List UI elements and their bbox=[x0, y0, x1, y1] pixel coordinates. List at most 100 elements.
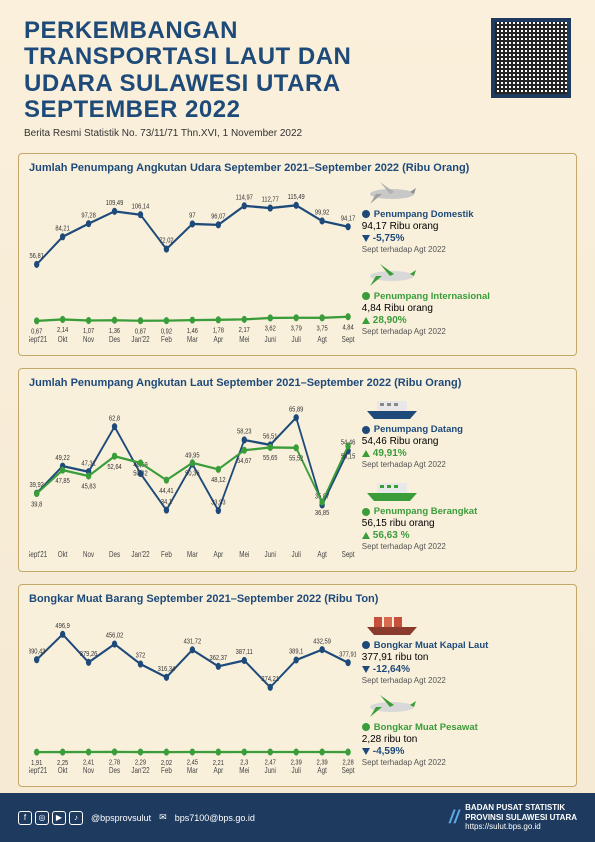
svg-text:97: 97 bbox=[189, 212, 196, 220]
svg-text:456,02: 456,02 bbox=[106, 632, 124, 640]
svg-text:47,85: 47,85 bbox=[55, 477, 70, 485]
svg-text:3,79: 3,79 bbox=[291, 324, 302, 332]
svg-text:0,92: 0,92 bbox=[161, 327, 172, 335]
svg-text:Juni: Juni bbox=[265, 334, 277, 344]
svg-text:Mei: Mei bbox=[239, 334, 249, 344]
svg-text:55,65: 55,65 bbox=[263, 455, 278, 463]
ship-green-icon bbox=[362, 475, 422, 503]
svg-text:4,84: 4,84 bbox=[342, 323, 353, 331]
svg-text:45,83: 45,83 bbox=[81, 483, 96, 491]
svg-text:106,14: 106,14 bbox=[132, 202, 150, 210]
svg-text:Okt: Okt bbox=[58, 334, 68, 344]
svg-text:2,21: 2,21 bbox=[213, 759, 224, 767]
svg-text:1,07: 1,07 bbox=[83, 327, 94, 335]
svg-text:Mei: Mei bbox=[239, 549, 249, 559]
svg-text:52,64: 52,64 bbox=[107, 463, 122, 471]
svg-text:432,59: 432,59 bbox=[313, 637, 331, 645]
svg-text:Mar: Mar bbox=[187, 334, 198, 344]
svg-text:96,07: 96,07 bbox=[211, 212, 226, 220]
airplane-gray-icon bbox=[362, 178, 422, 206]
panel-air-title: Jumlah Penumpang Angkutan Udara Septembe… bbox=[29, 162, 566, 174]
svg-text:2,14: 2,14 bbox=[57, 326, 68, 334]
svg-text:49,95: 49,95 bbox=[185, 452, 200, 460]
header: PERKEMBANGAN TRANSPORTASI LAUT DAN UDARA… bbox=[0, 0, 595, 147]
svg-text:377,91: 377,91 bbox=[339, 650, 355, 658]
svg-text:112,77: 112,77 bbox=[262, 196, 279, 204]
svg-text:48,12: 48,12 bbox=[211, 477, 226, 485]
svg-text:72,02: 72,02 bbox=[159, 237, 174, 245]
svg-text:390,43: 390,43 bbox=[29, 647, 46, 655]
svg-text:Apr: Apr bbox=[213, 334, 223, 344]
legend-plane-cargo: Bongkar Muat Pesawat 2,28 ribu ton -4,59… bbox=[362, 691, 566, 767]
email-icon: ✉ bbox=[159, 812, 167, 823]
instagram-icon[interactable]: ◎ bbox=[35, 811, 49, 825]
svg-text:56,81: 56,81 bbox=[29, 252, 44, 260]
svg-text:34,1: 34,1 bbox=[161, 498, 172, 506]
legend-depart: Penumpang Berangkat 56,15 ribu orang 56,… bbox=[362, 475, 566, 551]
footer-org: BADAN PUSAT STATISTIK PROVINSI SULAWESI … bbox=[465, 803, 577, 832]
youtube-icon[interactable]: ▶ bbox=[52, 811, 66, 825]
chart-air: Sept'21OktNovDesJan'22FebMarAprMeiJuniJu… bbox=[29, 178, 356, 350]
svg-text:2,47: 2,47 bbox=[265, 759, 276, 767]
cargo-plane-icon bbox=[362, 691, 422, 719]
svg-text:Agt: Agt bbox=[317, 549, 326, 559]
svg-text:36,85: 36,85 bbox=[315, 509, 330, 517]
svg-text:97,28: 97,28 bbox=[81, 211, 96, 219]
svg-text:1,78: 1,78 bbox=[213, 326, 224, 334]
svg-text:431,72: 431,72 bbox=[184, 638, 202, 646]
svg-text:Nov: Nov bbox=[83, 334, 94, 344]
svg-text:Des: Des bbox=[109, 334, 120, 344]
svg-text:2,02: 2,02 bbox=[161, 759, 172, 767]
svg-text:2,28: 2,28 bbox=[342, 759, 353, 767]
page-subtitle: Berita Resmi Statistik No. 73/11/71 Thn.… bbox=[24, 128, 571, 139]
svg-text:3,62: 3,62 bbox=[265, 325, 276, 333]
svg-text:389,1: 389,1 bbox=[289, 648, 304, 656]
panel-sea: Jumlah Penumpang Angkutan Laut September… bbox=[18, 368, 577, 572]
svg-text:Sept: Sept bbox=[342, 549, 355, 559]
svg-text:Des: Des bbox=[109, 549, 120, 559]
legend-arrive: Penumpang Datang 54,46 Ribu orang 49,91%… bbox=[362, 393, 566, 469]
facebook-icon[interactable]: f bbox=[18, 811, 32, 825]
svg-text:316,34: 316,34 bbox=[158, 665, 176, 673]
airplane-green-icon bbox=[362, 260, 422, 288]
svg-text:Okt: Okt bbox=[58, 549, 68, 559]
svg-text:1,46: 1,46 bbox=[187, 327, 198, 335]
svg-text:Sept'21: Sept'21 bbox=[29, 549, 47, 559]
svg-text:114,97: 114,97 bbox=[236, 193, 253, 201]
svg-text:58,23: 58,23 bbox=[237, 428, 252, 436]
svg-text:50,32: 50,32 bbox=[133, 470, 148, 478]
svg-text:274,21: 274,21 bbox=[261, 675, 279, 683]
svg-text:2,25: 2,25 bbox=[57, 759, 68, 767]
svg-text:84,21: 84,21 bbox=[55, 224, 70, 232]
svg-text:Sept: Sept bbox=[342, 334, 355, 344]
svg-text:33,93: 33,93 bbox=[211, 499, 226, 507]
svg-text:2,39: 2,39 bbox=[291, 759, 302, 767]
svg-text:1,36: 1,36 bbox=[109, 327, 120, 335]
svg-text:372: 372 bbox=[136, 652, 146, 660]
svg-text:Nov: Nov bbox=[83, 549, 94, 559]
svg-text:Jan'22: Jan'22 bbox=[131, 549, 149, 559]
svg-text:39,8: 39,8 bbox=[31, 501, 42, 509]
svg-text:94,17: 94,17 bbox=[341, 214, 356, 222]
svg-text:Agt: Agt bbox=[317, 334, 326, 344]
page-title: PERKEMBANGAN TRANSPORTASI LAUT DAN UDARA… bbox=[24, 18, 424, 124]
svg-text:496,9: 496,9 bbox=[55, 622, 70, 630]
tiktok-icon[interactable]: ♪ bbox=[69, 811, 83, 825]
svg-text:50,36: 50,36 bbox=[185, 470, 200, 478]
svg-text:47,31: 47,31 bbox=[81, 460, 96, 468]
svg-text:Juli: Juli bbox=[291, 549, 301, 559]
cargo-ship-icon bbox=[362, 609, 422, 637]
svg-text:56,51: 56,51 bbox=[263, 433, 278, 441]
svg-text:65,89: 65,89 bbox=[289, 406, 304, 414]
svg-text:3,75: 3,75 bbox=[317, 324, 328, 332]
panel-cargo-title: Bongkar Muat Barang September 2021–Septe… bbox=[29, 593, 566, 605]
footer: f ◎ ▶ ♪ @bpsprovsulut ✉ bps7100@bps.go.i… bbox=[0, 793, 595, 842]
svg-text:2,17: 2,17 bbox=[239, 326, 250, 334]
chart-sea: Sept'21OktNovDesJan'22FebMarAprMeiJuniJu… bbox=[29, 393, 356, 565]
svg-text:2,78: 2,78 bbox=[109, 759, 120, 767]
legend-air: Penumpang Domestik 94,17 Ribu orang -5,7… bbox=[362, 178, 566, 350]
svg-text:Mar: Mar bbox=[187, 549, 198, 559]
svg-text:49,22: 49,22 bbox=[55, 454, 70, 462]
svg-text:2,29: 2,29 bbox=[135, 759, 146, 767]
svg-text:Juli: Juli bbox=[291, 334, 301, 344]
